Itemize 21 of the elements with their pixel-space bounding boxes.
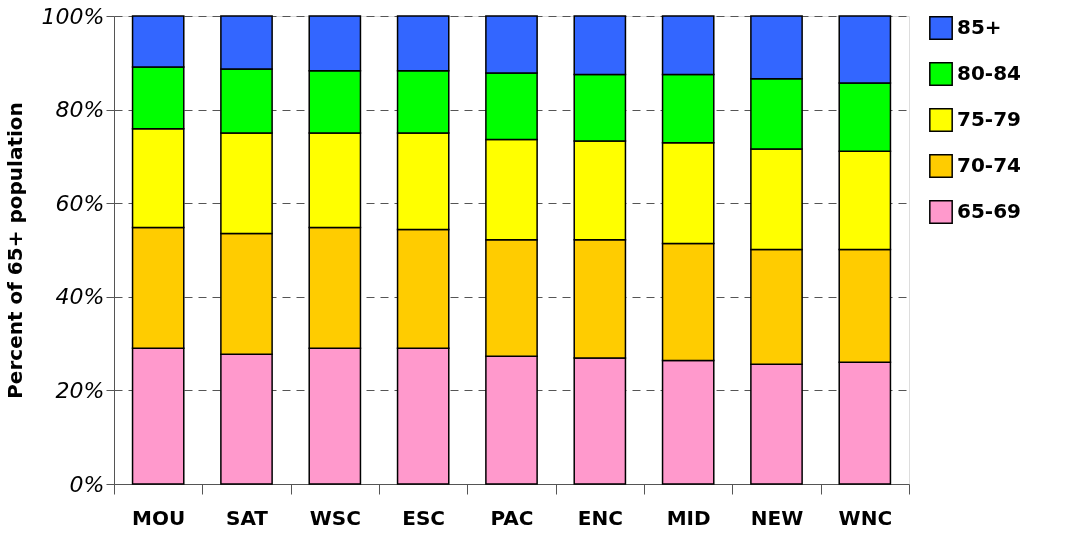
legend-label: 80-84 — [957, 61, 1021, 85]
y-tick-label: 20% — [55, 377, 105, 403]
legend-label: 65-69 — [957, 199, 1021, 223]
x-tick-label: MOU — [132, 505, 186, 530]
x-tick-label: ESC — [402, 505, 446, 530]
x-tick-label: WSC — [309, 505, 361, 530]
y-tick-label: 0% — [69, 471, 105, 497]
y-axis-title: Percent of 65+ population — [2, 102, 27, 399]
legend-label: 85+ — [957, 15, 1002, 39]
y-tick-label: 40% — [55, 284, 105, 310]
x-tick-label: PAC — [490, 505, 534, 530]
x-tick-label: MID — [666, 505, 711, 530]
x-tick-label: NEW — [750, 505, 804, 530]
x-tick-label: ENC — [577, 505, 623, 530]
legend-label: 75-79 — [957, 107, 1021, 131]
y-tick-label: 100% — [41, 3, 105, 29]
y-tick-label: 80% — [55, 97, 105, 123]
x-tick-label: SAT — [226, 505, 269, 530]
x-tick-label: WNC — [838, 505, 893, 530]
legend-label: 70-74 — [957, 153, 1021, 177]
y-tick-label: 60% — [55, 190, 105, 216]
